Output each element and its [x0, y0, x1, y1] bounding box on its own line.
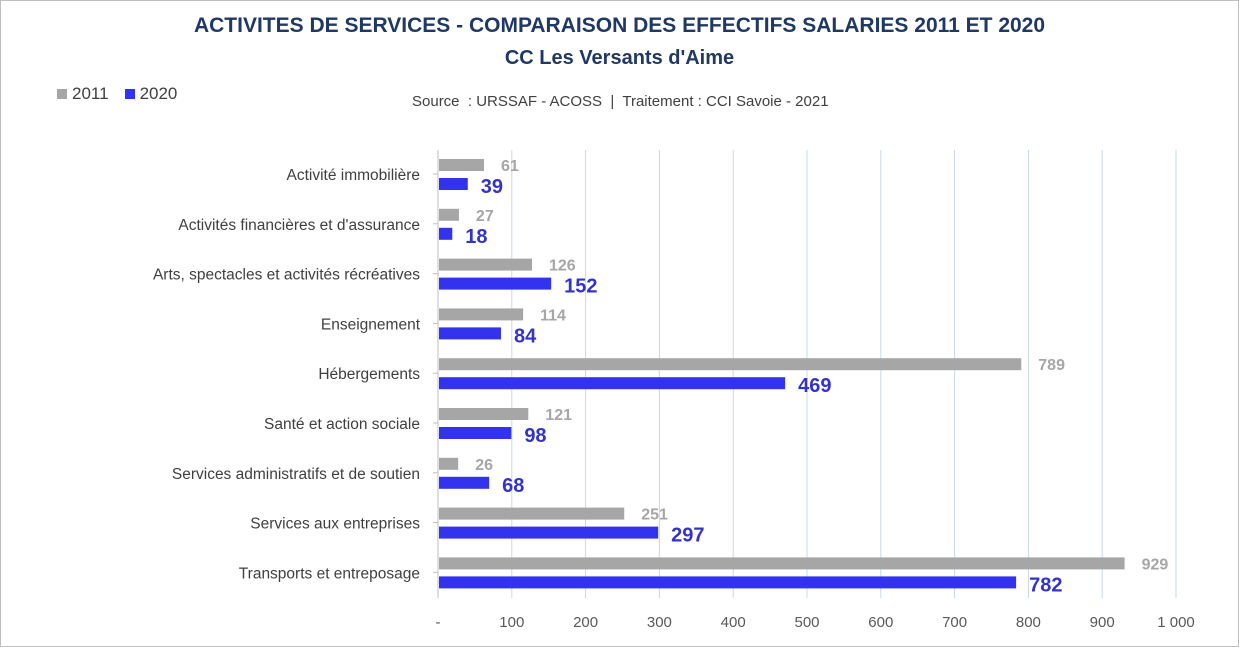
data-label-2020: 98 — [524, 425, 546, 447]
bar-2020 — [439, 476, 490, 489]
data-label-2020: 297 — [671, 525, 704, 547]
category-label: Arts, spectacles et activités récréative… — [153, 267, 420, 284]
category-label: Services aux entreprises — [250, 516, 420, 533]
chart-subtitle: CC Les Versants d'Aime — [504, 47, 735, 69]
data-label-2011: 27 — [476, 208, 494, 225]
category-label: Santé et action sociale — [264, 416, 420, 433]
bar-2011 — [439, 159, 485, 171]
bar-2020 — [439, 526, 659, 539]
legend-item-2020: 2020 — [124, 84, 178, 104]
legend-item-2011: 2011 — [57, 84, 109, 104]
x-tick-label: 400 — [721, 614, 746, 631]
bar-2011 — [439, 408, 529, 420]
category-label: Enseignement — [321, 316, 421, 333]
bar-2020 — [439, 277, 552, 290]
bar-2020 — [439, 178, 468, 190]
bar-2011 — [439, 557, 1125, 570]
data-label-2011: 121 — [545, 407, 572, 424]
chart-source: Source : URSSAF - ACOSS | Traitement : C… — [412, 93, 829, 110]
data-label-2011: 26 — [475, 457, 493, 474]
category-label: Services administratifs et de soutien — [172, 466, 420, 483]
data-label-2020: 18 — [465, 226, 487, 248]
data-label-2011: 114 — [540, 307, 566, 324]
bar-2011 — [439, 258, 532, 271]
data-label-2020: 782 — [1029, 574, 1062, 596]
data-label-2011: 61 — [501, 158, 519, 175]
x-tick-label: 900 — [1090, 614, 1115, 631]
category-label: Activités financières et d'assurance — [178, 217, 420, 234]
data-label-2020: 152 — [564, 276, 597, 298]
bar-2011 — [439, 308, 524, 321]
x-tick-label: 500 — [794, 614, 819, 631]
data-label-2020: 84 — [514, 325, 537, 347]
category-label: Hébergements — [318, 366, 420, 383]
legend-swatch-2020 — [124, 89, 135, 99]
data-label-2020: 68 — [502, 475, 524, 497]
legend-swatch-2011 — [57, 89, 67, 99]
x-tick-label: 800 — [1016, 614, 1041, 631]
category-label: Transports et entreposage — [239, 565, 420, 582]
data-label-2011: 126 — [549, 258, 576, 275]
category-label: Activité immobilière — [286, 167, 420, 184]
data-label-2011: 929 — [1142, 556, 1169, 573]
bar-2020 — [439, 227, 453, 240]
bar-2020 — [439, 576, 1017, 589]
bar-2011 — [439, 208, 459, 221]
x-tick-label: 600 — [868, 614, 893, 631]
x-tick-label: 300 — [647, 614, 672, 631]
legend-label-2011: 2011 — [72, 84, 109, 103]
data-label-2020: 39 — [481, 176, 503, 198]
legend-label-2020: 2020 — [139, 84, 178, 103]
chart-legend: 2011 2020 — [57, 84, 193, 104]
data-label-2011: 789 — [1038, 357, 1065, 374]
x-tick-label: 100 — [499, 614, 524, 631]
bar-2020 — [439, 327, 501, 340]
x-tick-label: - — [436, 614, 441, 631]
bar-2020 — [439, 377, 786, 390]
bar-2020 — [439, 427, 512, 439]
data-label-2020: 469 — [798, 375, 831, 397]
x-tick-label: 700 — [942, 614, 967, 631]
bar-2011 — [439, 457, 459, 470]
bar-2011 — [439, 507, 625, 520]
x-tick-label: 1 000 — [1157, 614, 1195, 631]
bar-2011 — [439, 358, 1022, 371]
chart-title: ACTIVITES DE SERVICES - COMPARAISON DES … — [193, 14, 1046, 37]
x-tick-label: 200 — [573, 614, 598, 631]
data-label-2011: 251 — [641, 507, 668, 524]
